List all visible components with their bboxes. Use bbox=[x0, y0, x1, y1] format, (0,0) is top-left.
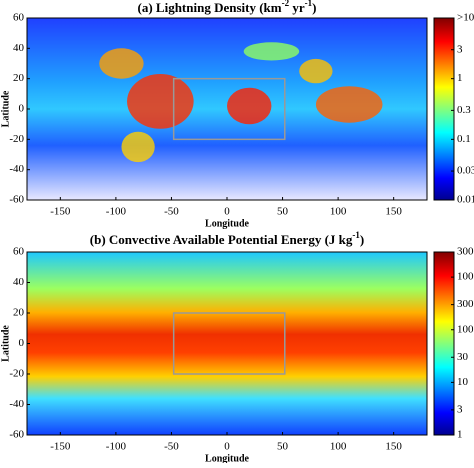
y-tick-label: -20 bbox=[9, 133, 24, 145]
title-part: (b) Convective Available Potential Energ… bbox=[90, 232, 353, 247]
chart-title: (b) Convective Available Potential Energ… bbox=[90, 230, 364, 247]
heatmap-blob bbox=[121, 131, 155, 163]
y-tick-label: 40 bbox=[13, 42, 25, 54]
heatmap-blob bbox=[315, 86, 383, 123]
title-part: (a) Lightning Density (km bbox=[138, 0, 282, 15]
title-part: ) bbox=[312, 0, 316, 15]
heatmap-blob bbox=[127, 74, 194, 129]
x-tick-label: 100 bbox=[330, 206, 347, 218]
heatmap-blob bbox=[227, 87, 272, 125]
heatmap-blob bbox=[243, 42, 300, 61]
x-tick-label: 0 bbox=[224, 206, 230, 218]
colorbar-tick-label: 10 bbox=[457, 376, 469, 388]
y-tick-label: -40 bbox=[9, 163, 24, 175]
colorbar-tick-label: 30 bbox=[457, 351, 469, 363]
y-axis-label: Latitude bbox=[0, 325, 11, 362]
title-part: yr bbox=[289, 0, 305, 15]
x-tick-label: -150 bbox=[50, 206, 71, 218]
y-tick-label: 60 bbox=[13, 12, 25, 24]
x-tick-label: -100 bbox=[106, 206, 127, 218]
x-tick-label: 50 bbox=[277, 441, 289, 453]
colorbar-tick-label: 3 bbox=[457, 43, 463, 55]
y-tick-label: -20 bbox=[9, 368, 24, 380]
y-tick-label: -40 bbox=[9, 398, 24, 410]
x-tick-label: -150 bbox=[50, 441, 71, 453]
x-axis-label: Longitude bbox=[205, 453, 249, 463]
x-tick-label: 150 bbox=[385, 441, 402, 453]
y-tick-label: -60 bbox=[9, 194, 24, 206]
chart-title: (a) Lightning Density (km-2 yr-1) bbox=[138, 0, 317, 15]
x-tick-label: -100 bbox=[106, 441, 127, 453]
heatmap-field bbox=[27, 252, 427, 435]
colorbar-tick-label: 1 bbox=[457, 429, 463, 441]
y-tick-label: -60 bbox=[9, 429, 24, 441]
y-tick-label: 0 bbox=[19, 337, 25, 349]
y-axis-label: Latitude bbox=[0, 90, 11, 127]
colorbar-tick-label: 3000 bbox=[457, 246, 474, 258]
x-tick-label: 100 bbox=[330, 441, 347, 453]
colorbar-tick-label: 1000 bbox=[457, 271, 474, 283]
colorbar-tick-label: 3 bbox=[457, 403, 463, 415]
title-part: ) bbox=[360, 232, 364, 247]
title-part: -1 bbox=[305, 0, 313, 8]
colorbar bbox=[433, 251, 455, 436]
x-tick-label: 0 bbox=[224, 441, 230, 453]
colorbar-tick-label: 0.03 bbox=[457, 165, 474, 177]
heatmap-blob bbox=[99, 48, 144, 79]
x-tick-label: -50 bbox=[164, 441, 179, 453]
y-tick-label: 20 bbox=[13, 307, 25, 319]
colorbar-tick-label: 1 bbox=[457, 72, 463, 84]
y-tick-label: 20 bbox=[13, 72, 25, 84]
colorbar-tick-label: 0.1 bbox=[457, 133, 471, 145]
y-tick-label: 40 bbox=[13, 276, 25, 288]
x-tick-label: 150 bbox=[385, 206, 402, 218]
colorbar-tick-label: 300 bbox=[457, 298, 474, 310]
colorbar-tick-label: 0.3 bbox=[457, 104, 471, 116]
y-tick-label: 60 bbox=[13, 246, 25, 258]
y-tick-label: 0 bbox=[19, 103, 25, 115]
title-part: -2 bbox=[282, 0, 290, 8]
x-tick-label: 50 bbox=[277, 206, 289, 218]
colorbar bbox=[433, 17, 455, 201]
colorbar-tick-label: 100 bbox=[457, 323, 474, 335]
colorbar-tick-label: 0.01 bbox=[457, 194, 474, 206]
title-part: -1 bbox=[352, 230, 360, 240]
colorbar-tick-label: >10 bbox=[457, 12, 474, 24]
x-tick-label: -50 bbox=[164, 206, 179, 218]
x-axis-label: Longitude bbox=[205, 218, 249, 229]
heatmap-blob bbox=[299, 58, 333, 84]
